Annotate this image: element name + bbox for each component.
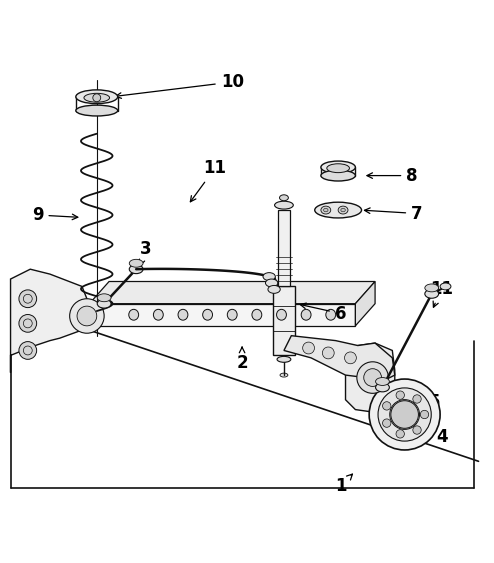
Ellipse shape (425, 284, 439, 292)
Circle shape (19, 342, 37, 359)
Ellipse shape (76, 90, 118, 104)
Ellipse shape (375, 378, 389, 386)
Ellipse shape (321, 206, 331, 214)
Ellipse shape (301, 309, 311, 320)
Circle shape (344, 352, 356, 364)
Circle shape (391, 401, 418, 428)
Ellipse shape (129, 260, 143, 267)
Ellipse shape (280, 195, 288, 201)
Circle shape (382, 402, 391, 410)
Ellipse shape (425, 289, 439, 298)
Text: 2: 2 (236, 347, 248, 372)
Ellipse shape (440, 283, 451, 290)
Polygon shape (345, 343, 395, 412)
Text: 10: 10 (116, 73, 244, 99)
Ellipse shape (277, 356, 291, 362)
Circle shape (396, 391, 405, 399)
Ellipse shape (97, 299, 111, 308)
Circle shape (413, 395, 421, 403)
Ellipse shape (154, 309, 163, 320)
Polygon shape (89, 303, 355, 326)
Polygon shape (273, 287, 295, 355)
Circle shape (19, 315, 37, 332)
Circle shape (303, 342, 315, 354)
Text: 8: 8 (367, 167, 418, 185)
Ellipse shape (252, 309, 262, 320)
Ellipse shape (97, 294, 111, 302)
Ellipse shape (203, 309, 212, 320)
Circle shape (77, 306, 97, 326)
Ellipse shape (321, 170, 355, 181)
Ellipse shape (129, 309, 139, 320)
Ellipse shape (265, 279, 278, 287)
Circle shape (19, 290, 37, 307)
Ellipse shape (327, 164, 349, 173)
Text: 6: 6 (300, 303, 346, 323)
Ellipse shape (375, 383, 389, 392)
Polygon shape (10, 269, 89, 373)
Ellipse shape (76, 105, 118, 116)
Text: 7: 7 (365, 204, 423, 222)
Circle shape (378, 388, 431, 441)
Text: 11: 11 (190, 159, 226, 202)
Ellipse shape (227, 309, 237, 320)
Text: 4: 4 (418, 424, 448, 446)
Text: 11: 11 (430, 280, 453, 307)
Ellipse shape (178, 309, 188, 320)
Circle shape (390, 400, 419, 430)
Ellipse shape (341, 208, 345, 212)
Polygon shape (284, 336, 395, 380)
Ellipse shape (268, 285, 280, 293)
Ellipse shape (129, 265, 143, 274)
Ellipse shape (321, 161, 355, 173)
Ellipse shape (324, 208, 328, 212)
Circle shape (413, 426, 421, 434)
Polygon shape (278, 210, 290, 287)
Circle shape (396, 430, 405, 438)
Ellipse shape (275, 201, 293, 209)
Circle shape (369, 379, 440, 450)
Ellipse shape (84, 93, 110, 102)
Circle shape (93, 94, 101, 102)
Circle shape (323, 347, 334, 359)
Ellipse shape (280, 300, 291, 307)
Circle shape (420, 410, 429, 419)
Circle shape (357, 362, 388, 394)
Ellipse shape (338, 206, 348, 214)
Ellipse shape (280, 373, 288, 377)
Circle shape (70, 299, 104, 333)
Ellipse shape (263, 272, 275, 280)
Text: 3: 3 (139, 240, 152, 265)
Ellipse shape (315, 202, 362, 218)
Ellipse shape (277, 309, 287, 320)
Text: 5: 5 (413, 387, 440, 411)
Text: 9: 9 (32, 206, 78, 224)
Polygon shape (355, 282, 375, 326)
Circle shape (364, 369, 381, 386)
Circle shape (382, 419, 391, 427)
Ellipse shape (326, 309, 335, 320)
Polygon shape (89, 282, 375, 303)
Text: 1: 1 (335, 474, 352, 495)
